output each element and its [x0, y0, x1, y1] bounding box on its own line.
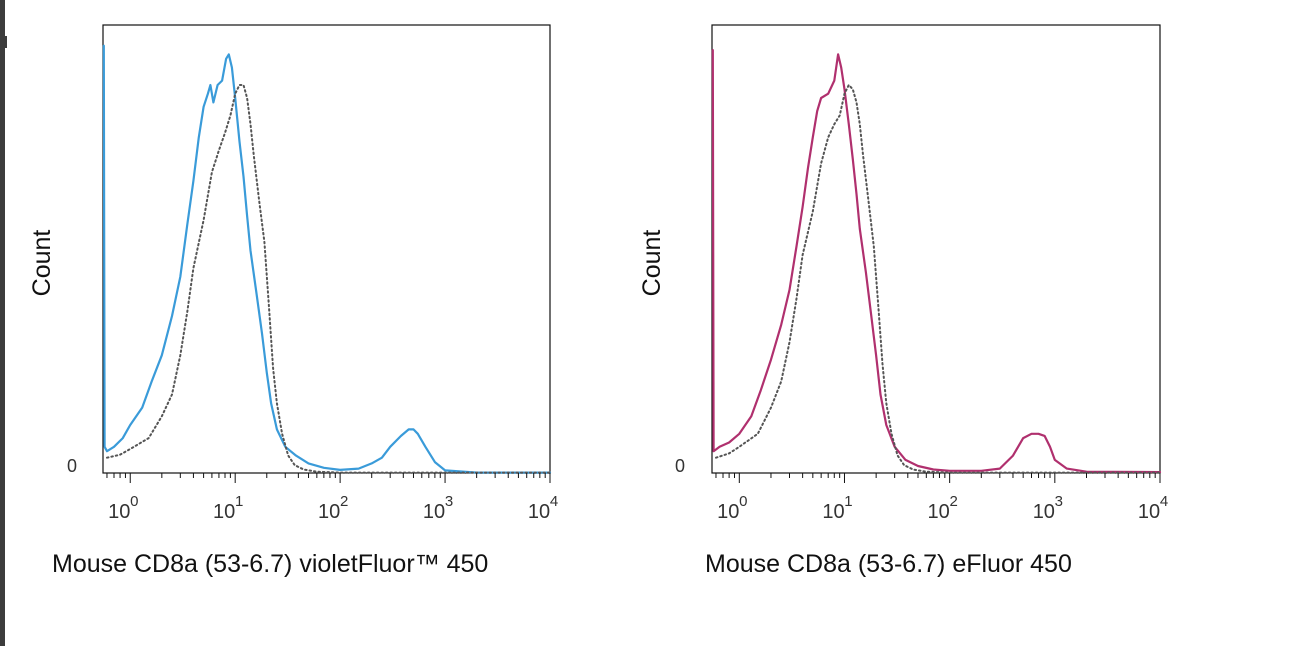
y-tick-label: 0	[675, 456, 685, 476]
x-tick-label: 10	[822, 501, 844, 523]
x-tick-label: 10	[108, 501, 130, 523]
window-edge-notch	[0, 36, 7, 48]
stained-histogram-curve-right	[711, 49, 1162, 474]
x-tick-exponent: 2	[340, 493, 348, 510]
x-tick-label: 10	[213, 501, 235, 523]
x-tick-label: 10	[423, 501, 445, 523]
x-tick-label: 10	[717, 501, 739, 523]
plot-frame-right	[711, 24, 1161, 474]
x-tick-exponent: 4	[1160, 493, 1168, 510]
stained-histogram-curve-left	[102, 44, 552, 474]
x-tick-exponent: 1	[235, 493, 243, 510]
window-edge-bar	[0, 0, 5, 646]
plot-frame-left	[102, 24, 551, 474]
x-tick-label: 10	[528, 501, 550, 523]
y-axis-label: Count	[28, 230, 56, 297]
x-tick-exponent: 4	[550, 493, 558, 510]
x-tick-label: 10	[1033, 501, 1055, 523]
x-tick-exponent: 3	[445, 493, 453, 510]
y-tick-label: 0	[67, 456, 77, 476]
x-tick-exponent: 0	[739, 493, 747, 510]
control-histogram-curve-right	[715, 84, 1161, 474]
x-axis-label: Mouse CD8a (53-6.7) eFluor 450	[705, 550, 1072, 578]
x-axis-label: Mouse CD8a (53-6.7) violetFluor™ 450	[52, 550, 488, 578]
y-axis-label: Count	[638, 230, 666, 297]
x-tick-label: 10	[1138, 501, 1160, 523]
x-tick-label: 10	[928, 501, 950, 523]
x-tick-exponent: 2	[949, 493, 957, 510]
x-tick-exponent: 1	[844, 493, 852, 510]
x-tick-exponent: 0	[130, 493, 138, 510]
control-histogram-curve-left	[106, 84, 551, 474]
x-tick-exponent: 3	[1055, 493, 1063, 510]
x-tick-label: 10	[318, 501, 340, 523]
